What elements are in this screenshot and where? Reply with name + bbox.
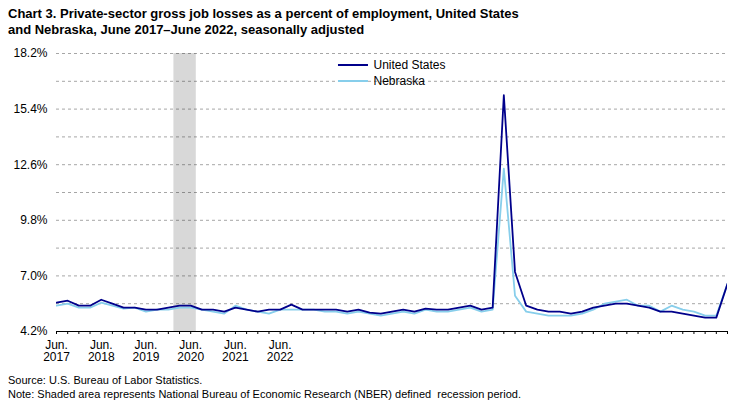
svg-text:4.2%: 4.2% — [20, 324, 48, 338]
svg-text:18.2%: 18.2% — [13, 46, 47, 60]
svg-text:15.4%: 15.4% — [13, 101, 47, 115]
html-text:Source: U.S. Bureau of Labor S: Source: U.S. Bureau of Labor Statistics.… — [8, 373, 521, 400]
html-text:Nebraska: Nebraska — [373, 73, 425, 88]
html-text:United States: United States — [373, 57, 446, 72]
svg-text:9.8%: 9.8% — [20, 213, 48, 227]
svg-text:Jun.2022: Jun.2022 — [267, 338, 294, 364]
svg-text:Jun.2019: Jun.2019 — [133, 338, 160, 364]
svg-text:Jun.2020: Jun.2020 — [177, 338, 204, 364]
svg-text:Jun.2021: Jun.2021 — [222, 338, 249, 364]
svg-text:12.6%: 12.6% — [13, 157, 47, 171]
html-text:Chart 3. Private-sector gross: Chart 3. Private-sector gross job losses… — [8, 6, 519, 38]
svg-text:7.0%: 7.0% — [20, 268, 48, 282]
svg-text:Jun.2018: Jun.2018 — [88, 338, 115, 364]
svg-text:Jun.2017: Jun.2017 — [43, 338, 70, 364]
